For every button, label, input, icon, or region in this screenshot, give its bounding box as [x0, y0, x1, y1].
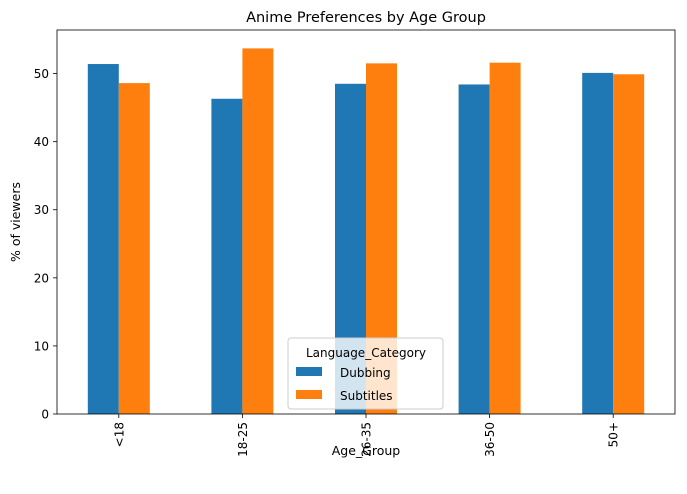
y-axis-ticks: 0 10 20 30 40 50 [34, 67, 57, 422]
bar-dubbing-3 [458, 84, 490, 414]
bar-subtitles-4 [613, 74, 645, 414]
x-axis-label: Age_Group [332, 443, 401, 458]
y-tick-label: 30 [34, 203, 49, 217]
chart-title: Anime Preferences by Age Group [246, 10, 486, 26]
y-tick-label: 0 [41, 408, 49, 422]
bar-dubbing-0 [87, 64, 119, 414]
legend-label-subtitles: Subtitles [340, 389, 393, 403]
x-tick-label: 26-35 [360, 422, 374, 457]
x-axis-ticks: <18 18-25 26-35 36-50 50+ [112, 414, 621, 457]
bar-dubbing-1 [211, 98, 243, 415]
x-tick-label: <18 [112, 422, 126, 447]
bar-dubbing-4 [582, 72, 614, 414]
legend-label-dubbing: Dubbing [340, 366, 391, 380]
y-axis-label: % of viewers [8, 182, 23, 262]
legend-box [287, 337, 444, 410]
legend-swatch-subtitles [296, 390, 322, 399]
y-tick-label: 40 [34, 135, 49, 149]
legend-swatch-dubbing [296, 367, 322, 376]
bar-subtitles-3 [489, 62, 521, 415]
bar-subtitles-1 [242, 48, 274, 414]
y-tick-label: 50 [34, 67, 49, 81]
x-tick-label: 18-25 [236, 422, 250, 457]
bar-subtitles-0 [118, 83, 150, 415]
legend-title: Language_Category [306, 346, 426, 360]
legend: Language_Category Dubbing Subtitles [287, 337, 444, 410]
x-tick-label: 50+ [607, 422, 621, 447]
y-tick-label: 20 [34, 271, 49, 285]
x-tick-label: 36-50 [483, 422, 497, 457]
y-tick-label: 10 [34, 339, 49, 353]
plot-frame [56, 29, 676, 415]
